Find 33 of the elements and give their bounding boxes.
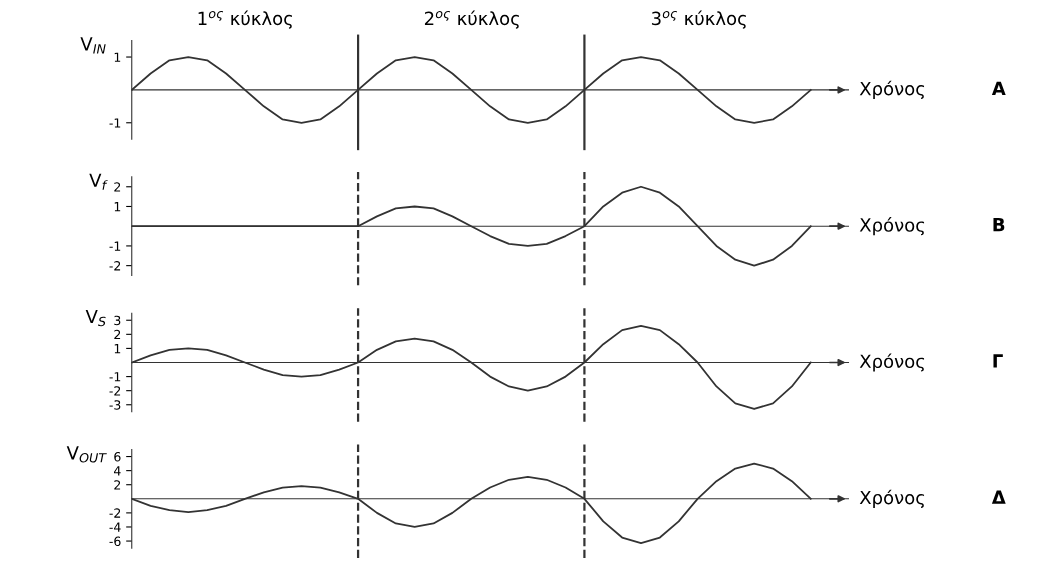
text: A bbox=[991, 81, 1006, 95]
y-tick-label: 1 bbox=[114, 52, 121, 62]
y-tick-label: -1 bbox=[109, 118, 121, 128]
text: 1$^{ος}$ κύκλος bbox=[198, 10, 292, 29]
y-tick-label: 2 bbox=[114, 480, 121, 490]
y-axis-title: V$_{f}$ bbox=[89, 173, 108, 190]
y-tick-label: 1 bbox=[114, 344, 121, 354]
y-tick-label: -6 bbox=[109, 536, 121, 546]
x-axis-title: Χρόνος bbox=[859, 353, 925, 372]
y-tick-label: 6 bbox=[114, 452, 121, 462]
y-axis-title: V$_{S}$ bbox=[85, 309, 106, 327]
y-tick-label: -1 bbox=[109, 372, 121, 382]
text: B bbox=[993, 218, 1005, 232]
y-tick-label: -1 bbox=[109, 241, 121, 251]
y-tick-label: -2 bbox=[109, 508, 121, 518]
y-tick-label: 1 bbox=[114, 202, 121, 212]
y-tick-label: -2 bbox=[109, 386, 121, 396]
y-tick-label: 3 bbox=[114, 315, 121, 326]
y-tick-label: 2 bbox=[114, 329, 121, 340]
x-axis-title: Χρόνος bbox=[859, 217, 925, 236]
text: 3$^{ος}$ κύκλος bbox=[651, 10, 746, 29]
y-axis-title: V$_{OUT}$ bbox=[66, 446, 107, 463]
y-tick-label: -2 bbox=[109, 261, 121, 271]
text: 2$^{ος}$ κύκλος bbox=[424, 10, 519, 29]
y-axis-title: V$_{IN}$ bbox=[80, 37, 106, 54]
y-tick-label: 4 bbox=[113, 466, 121, 476]
text: Δ bbox=[991, 490, 1006, 504]
x-axis-title: Χρόνος bbox=[859, 80, 925, 100]
text: Γ bbox=[993, 354, 1003, 368]
y-tick-label: -3 bbox=[109, 400, 121, 410]
y-tick-label: -4 bbox=[109, 522, 121, 532]
x-axis-title: Χρόνος bbox=[859, 489, 925, 508]
y-tick-label: 2 bbox=[114, 182, 121, 192]
